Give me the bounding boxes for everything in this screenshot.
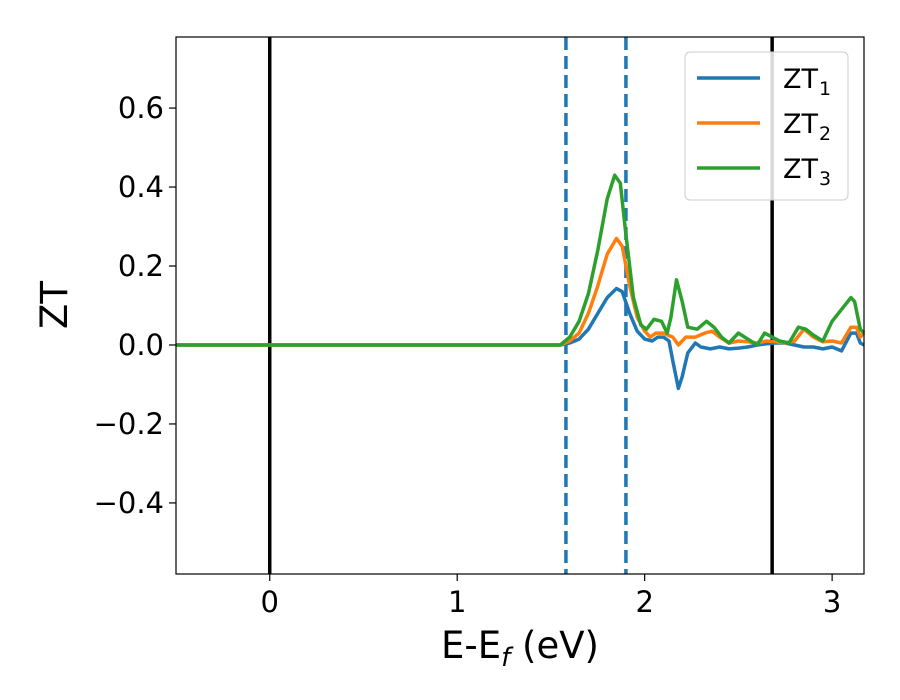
y-tick-label: −0.4	[94, 486, 164, 520]
x-axis-label-unit: (eV)	[510, 624, 599, 667]
x-axis-label: E-Ef (eV)	[441, 624, 599, 673]
legend-label-zt1: ZT1	[783, 64, 831, 100]
legend-box	[684, 51, 849, 201]
legend-label-zt2: ZT2	[783, 109, 831, 145]
x-tick-label: 2	[635, 585, 653, 619]
y-tick-label: 0.0	[118, 328, 164, 362]
series-line-zt3	[176, 173, 866, 347]
x-axis-ticks: 0 1 2 3	[261, 574, 841, 619]
y-axis-ticks: 0.6 0.4 0.2 0.0 −0.2 −0.4	[94, 91, 176, 520]
y-axis-label: ZT	[33, 281, 76, 329]
plot-frame	[175, 36, 865, 575]
x-tick-label: 3	[823, 585, 841, 619]
y-tick-label: 0.4	[118, 170, 164, 204]
legend: ZT1 ZT2 ZT3	[684, 51, 849, 201]
y-tick-label: 0.2	[118, 249, 164, 283]
series-line-zt1	[176, 286, 865, 391]
series-layer	[176, 173, 866, 391]
legend-label-zt3: ZT3	[783, 154, 831, 190]
x-tick-label: 0	[261, 585, 279, 619]
x-tick-label: 1	[448, 585, 466, 619]
y-tick-label: −0.2	[94, 407, 164, 441]
y-tick-label: 0.6	[118, 91, 164, 125]
